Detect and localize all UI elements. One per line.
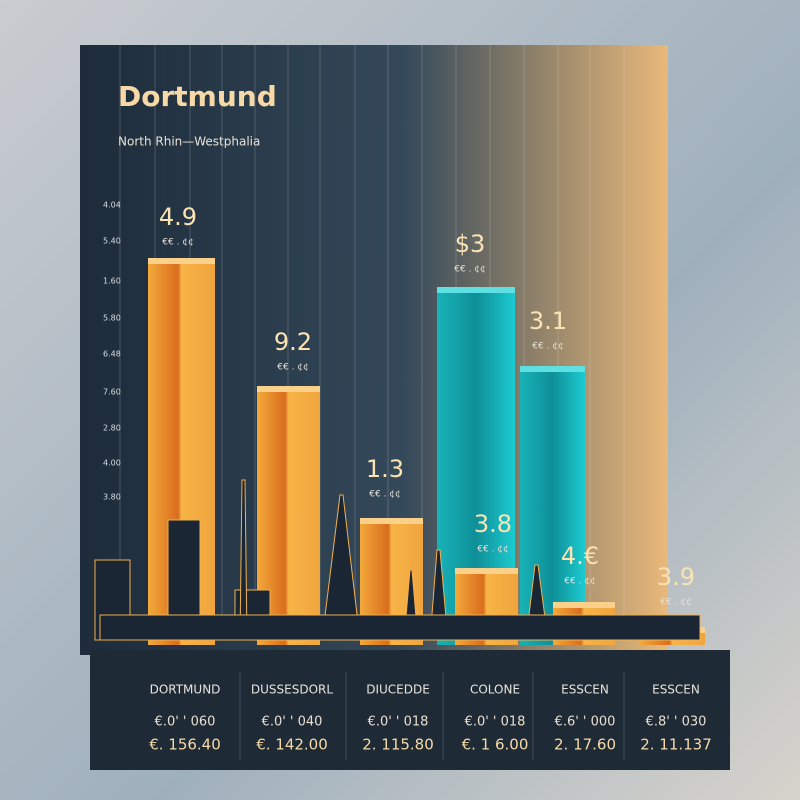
city-value: €. 1 6.00 (462, 736, 529, 754)
title: Dortmund (118, 80, 277, 113)
bar-top (437, 287, 515, 293)
city-value: €. 156.40 (149, 736, 221, 754)
city-name: ESSCEN (561, 683, 609, 697)
y-axis-label: 5.40 (103, 237, 121, 246)
bar-label: 4.9 (159, 203, 197, 231)
city-value: 2. 17.60 (554, 736, 616, 754)
bar-label: 4.€ (561, 542, 599, 570)
bar-sublabel: €€ . ¢¢ (660, 598, 692, 608)
bar-sublabel: €€ . ¢¢ (369, 490, 401, 500)
bar-sublabel: €€ . ¢¢ (162, 238, 194, 248)
city-line: €.6' ' 000 (555, 715, 616, 730)
bar-sublabel: €€ . ¢¢ (532, 342, 564, 352)
y-axis-label: 5.80 (103, 314, 121, 323)
city-value: €. 142.00 (256, 736, 328, 754)
y-axis-label: 4.00 (103, 459, 121, 468)
bar-sublabel: €€ . ¢¢ (277, 363, 309, 373)
city-line: €.0' ' 018 (465, 715, 526, 730)
bar-top (520, 366, 585, 372)
city-value: 2. 115.80 (362, 736, 434, 754)
y-axis-label: 1.60 (103, 277, 121, 286)
city-name: DUSSESDORL (251, 683, 333, 697)
bar-top (148, 258, 215, 264)
city-line: €.0' ' 040 (262, 715, 323, 730)
city-panel (90, 650, 730, 770)
y-axis-label: 3.80 (103, 493, 121, 502)
bar-label: 9.2 (274, 328, 312, 356)
city-line: €.8' ' 030 (646, 715, 707, 730)
city-name: ESSCEN (652, 683, 700, 697)
city-name: COLONE (470, 683, 520, 697)
bar-label: 3.9 (657, 563, 695, 591)
city-line: €.0' ' 018 (368, 715, 429, 730)
bar-label: 3.8 (474, 510, 512, 538)
skyline (94, 479, 701, 641)
bar-label: $3 (455, 230, 486, 258)
bar-sublabel: €€ . ¢¢ (564, 577, 596, 587)
bar-top (553, 602, 615, 608)
subtitle: North Rhin—Westphalia (118, 135, 260, 149)
city-value: 2. 11.137 (640, 736, 712, 754)
y-axis-label: 6.48 (103, 350, 121, 359)
bar-label: 3.1 (529, 307, 567, 335)
bar-top (455, 568, 518, 574)
cities: DORTMUND €.0' ' 060 €. 156.40 DUSSESDORL €.0… (149, 672, 712, 760)
bar-top (257, 386, 320, 392)
bar-sublabel: €€ . ¢¢ (477, 545, 509, 555)
bar-sublabel: €€ . ¢¢ (454, 265, 486, 275)
y-axis-label: 7.60 (103, 388, 121, 397)
y-axis: 4.04 5.40 1.60 5.80 6.48 7.60 2.80 4.00 3.80 (103, 201, 121, 502)
city-name: DIUCEDDE (366, 683, 430, 697)
bars: 4.9 €€ . ¢¢ 9.2 €€ . ¢¢ 1.3 €€ . ¢¢ $3 €€ . ¢¢ 3… (148, 203, 705, 645)
bar-label: 1.3 (366, 455, 404, 483)
city-name: DORTMUND (150, 683, 221, 697)
y-axis-label: 4.04 (103, 201, 121, 210)
city-line: €.0' ' 060 (155, 715, 216, 730)
y-axis-label: 2.80 (103, 424, 121, 433)
bar-top (360, 518, 423, 524)
